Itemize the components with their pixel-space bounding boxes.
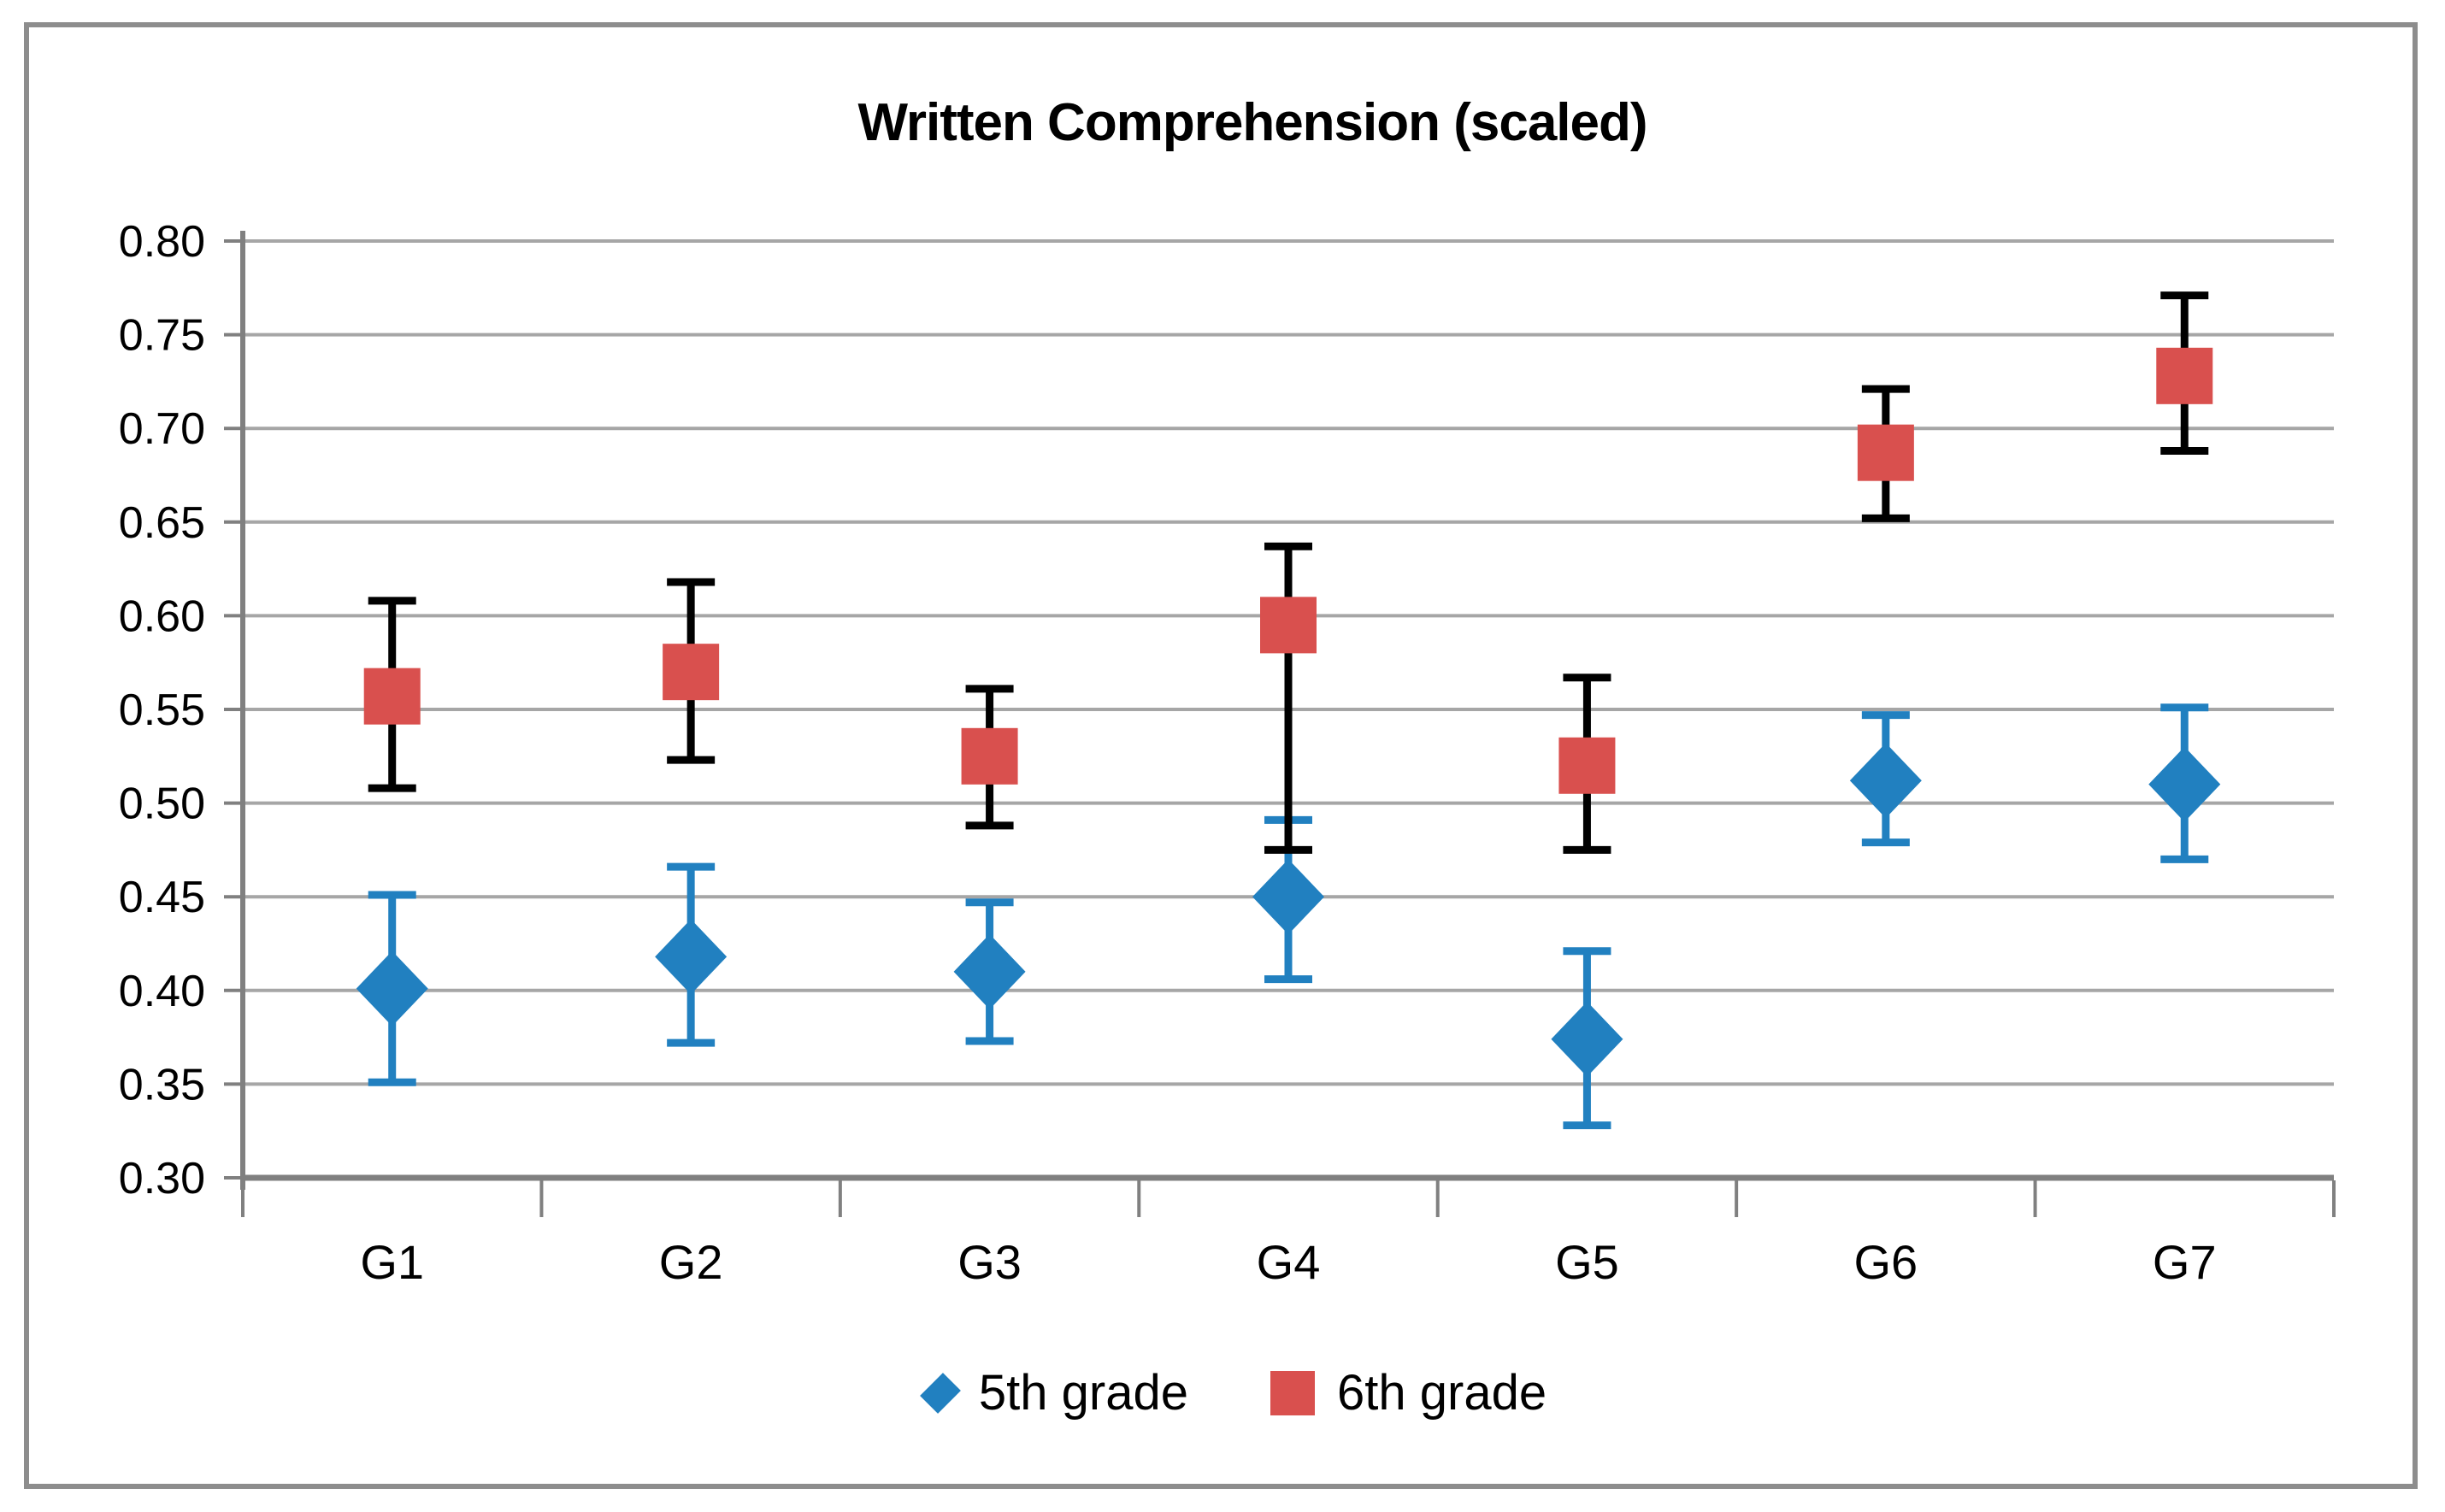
y-tick-label: 0.65 [119,498,205,548]
x-tick-label: G6 [1854,1235,1918,1289]
x-tick-label: G7 [2153,1235,2217,1289]
data-point-square [1558,737,1616,794]
y-tick-label: 0.45 [119,873,205,922]
diamond-marker-icon [919,1372,961,1414]
data-point-diamond [1551,1001,1623,1077]
y-tick-label: 0.60 [119,591,205,641]
x-tick-label: G3 [957,1235,1022,1289]
y-tick-label: 0.80 [119,217,205,267]
legend: 5th grade 6th grade [0,1364,2445,1421]
y-tick-label: 0.30 [119,1154,205,1203]
x-tick-label: G5 [1555,1235,1619,1289]
data-point-diamond [1849,743,1922,819]
square-marker-icon [1270,1370,1315,1415]
legend-label: 5th grade [978,1365,1188,1421]
data-point-diamond [2148,746,2221,822]
data-point-square [663,644,720,701]
y-tick-label: 0.55 [119,685,205,735]
data-point-square [961,727,1018,785]
y-tick-label: 0.35 [119,1060,205,1109]
data-point-square [2156,347,2213,404]
x-tick-label: G2 [659,1235,723,1289]
data-point-square [1857,424,1914,481]
data-point-diamond [655,919,728,995]
x-tick-label: G4 [1257,1235,1321,1289]
data-point-diamond [1252,859,1324,935]
y-tick-label: 0.40 [119,967,205,1016]
data-point-diamond [953,933,1026,1009]
legend-item-6th-grade: 6th grade [1270,1364,1547,1421]
data-point-square [363,668,421,725]
legend-item-5th-grade: 5th grade [919,1364,1188,1421]
data-point-diamond [356,950,428,1027]
x-tick-label: G1 [360,1235,424,1289]
data-point-square [1260,597,1317,654]
chart-frame [24,22,2418,1489]
legend-label: 6th grade [1337,1365,1547,1421]
y-tick-label: 0.50 [119,780,205,829]
y-tick-label: 0.70 [119,404,205,454]
y-tick-label: 0.75 [119,311,205,361]
chart-title: Written Comprehension (scaled) [857,93,1647,152]
